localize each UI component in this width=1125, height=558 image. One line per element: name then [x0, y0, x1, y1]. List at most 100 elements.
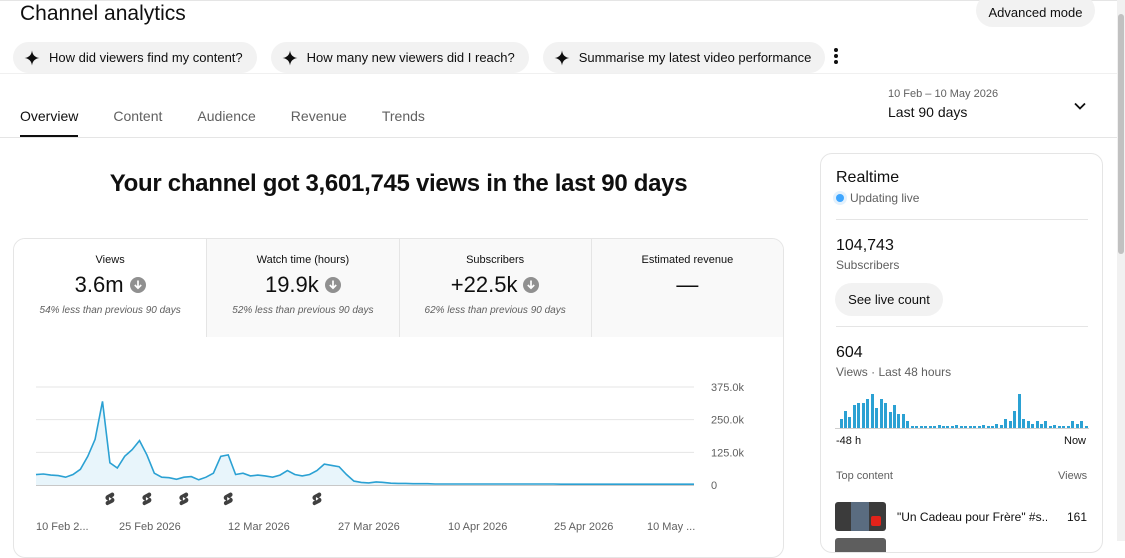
- realtime-bar: [999, 424, 1003, 428]
- metric-comparison: 52% less than previous 90 days: [232, 305, 374, 316]
- metric-watch-time[interactable]: Watch time (hours) 19.9k 52% less than p…: [206, 239, 399, 337]
- scrollbar-track[interactable]: [1117, 0, 1125, 541]
- views-area-fill: [36, 401, 694, 485]
- realtime-bar: [901, 414, 905, 428]
- realtime-bar: [973, 425, 977, 428]
- shorts-icon[interactable]: [105, 492, 115, 506]
- realtime-bar: [892, 405, 896, 428]
- shorts-icon[interactable]: [312, 492, 322, 506]
- tab-audience[interactable]: Audience: [197, 108, 256, 124]
- realtime-views-label: Views · Last 48 hours: [836, 365, 952, 379]
- metric-value: —: [676, 272, 699, 297]
- metric-value: 3.6m: [74, 272, 124, 297]
- analytics-tabs: Overview Content Audience Revenue Trends: [20, 108, 460, 137]
- realtime-bar: [1062, 425, 1066, 428]
- realtime-bar: [861, 403, 865, 428]
- realtime-divider: [836, 219, 1088, 220]
- metric-estimated-revenue[interactable]: Estimated revenue —: [590, 239, 783, 337]
- bars-start-label: -48 h: [836, 435, 862, 447]
- metric-value: 19.9k: [264, 272, 319, 297]
- realtime-bar: [933, 425, 936, 428]
- advanced-mode-button[interactable]: Advanced mode: [976, 0, 1095, 27]
- realtime-bar: [915, 425, 919, 428]
- scrollbar-thumb[interactable]: [1118, 14, 1124, 254]
- ai-chip-label: Summarise my latest video performance: [578, 50, 812, 65]
- y-tick-label: 250.0k: [711, 415, 745, 427]
- metric-comparison: 62% less than previous 90 days: [424, 305, 566, 316]
- overview-card: Views 3.6m 54% less than previous 90 day…: [13, 238, 784, 558]
- realtime-views-bars: [835, 394, 1089, 428]
- sparkle-icon: [554, 50, 570, 65]
- ai-chip-label: How many new viewers did I reach?: [306, 50, 515, 65]
- realtime-bar: [1013, 411, 1017, 428]
- realtime-bar: [852, 405, 856, 428]
- ai-chip-new-viewers[interactable]: How many new viewers did I reach?: [270, 42, 529, 73]
- realtime-bar: [937, 424, 941, 428]
- realtime-bar: [1026, 421, 1030, 428]
- video-thumbnail[interactable]: [835, 538, 886, 552]
- realtime-bar: [977, 425, 981, 428]
- top-content-row[interactable]: "Un Cadeau pour Frère" #s... 161: [835, 500, 1089, 532]
- metric-label: Views: [95, 254, 125, 266]
- realtime-bar: [1004, 418, 1008, 428]
- realtime-card: Realtime Updating live 104,743 Subscribe…: [820, 153, 1103, 553]
- bars-end-label: Now: [1064, 435, 1087, 447]
- realtime-bar: [1084, 425, 1088, 428]
- realtime-bar: [1017, 394, 1021, 428]
- x-tick-label: 25 Apr 2026: [554, 521, 613, 533]
- realtime-bar: [982, 424, 986, 428]
- ai-chip-traffic-sources[interactable]: How did viewers find my content?: [13, 42, 257, 73]
- see-live-count-button[interactable]: See live count: [835, 283, 943, 316]
- arrow-down-circle-icon: [523, 277, 540, 293]
- x-tick-label: 12 Mar 2026: [228, 521, 290, 533]
- realtime-bar: [1031, 423, 1035, 428]
- views-headline: Your channel got 3,601,745 views in the …: [109, 170, 688, 197]
- realtime-subscribers-label: Subscribers: [836, 258, 900, 272]
- realtime-bar: [991, 425, 994, 428]
- shorts-icon[interactable]: [223, 492, 233, 506]
- arrow-down-circle-icon: [324, 277, 341, 293]
- bars-baseline: [835, 428, 1089, 429]
- ai-suggestion-chips: How did viewers find my content? How man…: [13, 42, 826, 73]
- realtime-bar: [1080, 421, 1084, 428]
- metric-views[interactable]: Views 3.6m 54% less than previous 90 day…: [14, 239, 207, 337]
- ai-chip-latest-video[interactable]: Summarise my latest video performance: [542, 42, 826, 73]
- realtime-bar: [1040, 423, 1043, 428]
- metric-label: Watch time (hours): [256, 254, 350, 266]
- metric-value: +22.5k: [450, 272, 518, 297]
- ai-chip-label: How did viewers find my content?: [49, 50, 243, 65]
- more-options-icon[interactable]: [828, 46, 844, 66]
- realtime-bar: [1044, 421, 1048, 428]
- tab-content[interactable]: Content: [113, 108, 163, 124]
- realtime-bar: [839, 418, 843, 428]
- arrow-down-circle-icon: [129, 277, 146, 293]
- realtime-bar: [968, 425, 972, 428]
- video-title: "Un Cadeau pour Frère" #s...: [897, 510, 1047, 524]
- realtime-bar: [941, 425, 945, 428]
- realtime-bar: [959, 425, 963, 428]
- realtime-status: Updating live: [850, 191, 920, 205]
- realtime-bar: [888, 412, 892, 428]
- shorts-icon[interactable]: [142, 492, 152, 506]
- y-tick-label: 0: [711, 480, 717, 492]
- chevron-down-icon[interactable]: [1072, 98, 1088, 114]
- y-tick-label: 375.0k: [711, 382, 745, 394]
- shorts-icon[interactable]: [179, 492, 189, 506]
- realtime-bar: [1035, 421, 1039, 428]
- metric-subscribers[interactable]: Subscribers +22.5k 62% less than previou…: [398, 239, 591, 337]
- realtime-bar: [995, 423, 999, 428]
- views-chart-svg: 375.0k 250.0k 125.0k 0 10 Feb 2... 25 Feb 202…: [35, 382, 745, 533]
- sparkle-icon: [24, 50, 40, 65]
- realtime-bar: [1071, 421, 1075, 428]
- tab-revenue[interactable]: Revenue: [290, 108, 347, 124]
- realtime-bar: [1048, 425, 1052, 428]
- realtime-title: Realtime: [836, 169, 900, 186]
- realtime-bar: [866, 398, 870, 428]
- views-chart: 375.0k 250.0k 125.0k 0 10 Feb 2... 25 Feb 202…: [14, 337, 783, 557]
- video-thumbnail: [835, 502, 886, 531]
- realtime-bar: [1022, 418, 1026, 428]
- tab-trends[interactable]: Trends: [381, 108, 425, 124]
- tab-overview[interactable]: Overview: [20, 108, 79, 137]
- realtime-bar: [986, 425, 990, 428]
- date-range-selector[interactable]: 10 Feb – 10 May 2026 Last 90 days: [888, 88, 998, 120]
